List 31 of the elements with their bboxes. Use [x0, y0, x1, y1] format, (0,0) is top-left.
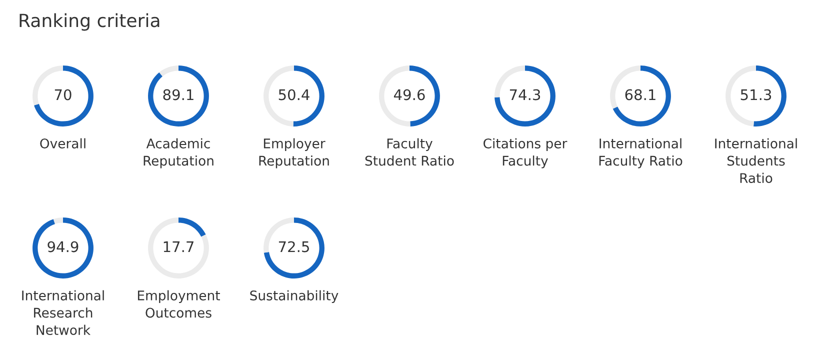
text: Employment Outcomes: [138, 290, 220, 318]
data-label: 74.3: [510, 89, 540, 100]
data-label: 70: [54, 89, 72, 100]
data-label: 68.1: [625, 89, 656, 100]
data-label: 50.4: [278, 89, 310, 100]
text: Citations per Faculty: [484, 138, 568, 168]
donut-slice: [53, 218, 63, 224]
text: Sustainability: [250, 290, 338, 304]
text: Overall: [40, 138, 86, 148]
text: International Students Ratio: [715, 138, 797, 184]
data-label: 72.5: [278, 241, 309, 252]
donut-slice: [612, 66, 671, 126]
text: International Research Network: [22, 290, 104, 336]
text: Academic Reputation: [144, 138, 214, 168]
data-label: 51.3: [740, 89, 772, 100]
donut-slice: [494, 66, 556, 126]
donut-slice: [32, 218, 94, 278]
text: International Faculty Ratio: [599, 138, 682, 168]
donut-slice: [178, 218, 206, 237]
text: Ranking criteria: [20, 13, 160, 31]
donut-slice: [148, 218, 209, 278]
donut-slice: [264, 218, 324, 278]
donut-slice: [148, 66, 209, 126]
data-label: 89.1: [163, 89, 194, 100]
text: Employer Reputation: [259, 138, 329, 168]
data-label: 94.9: [48, 241, 78, 252]
donut-slice: [159, 66, 178, 76]
data-label: 17.7: [164, 241, 194, 252]
text: Faculty Student Ratio: [365, 138, 454, 166]
data-label: 49.6: [394, 89, 425, 100]
donut-slice: [34, 66, 94, 126]
